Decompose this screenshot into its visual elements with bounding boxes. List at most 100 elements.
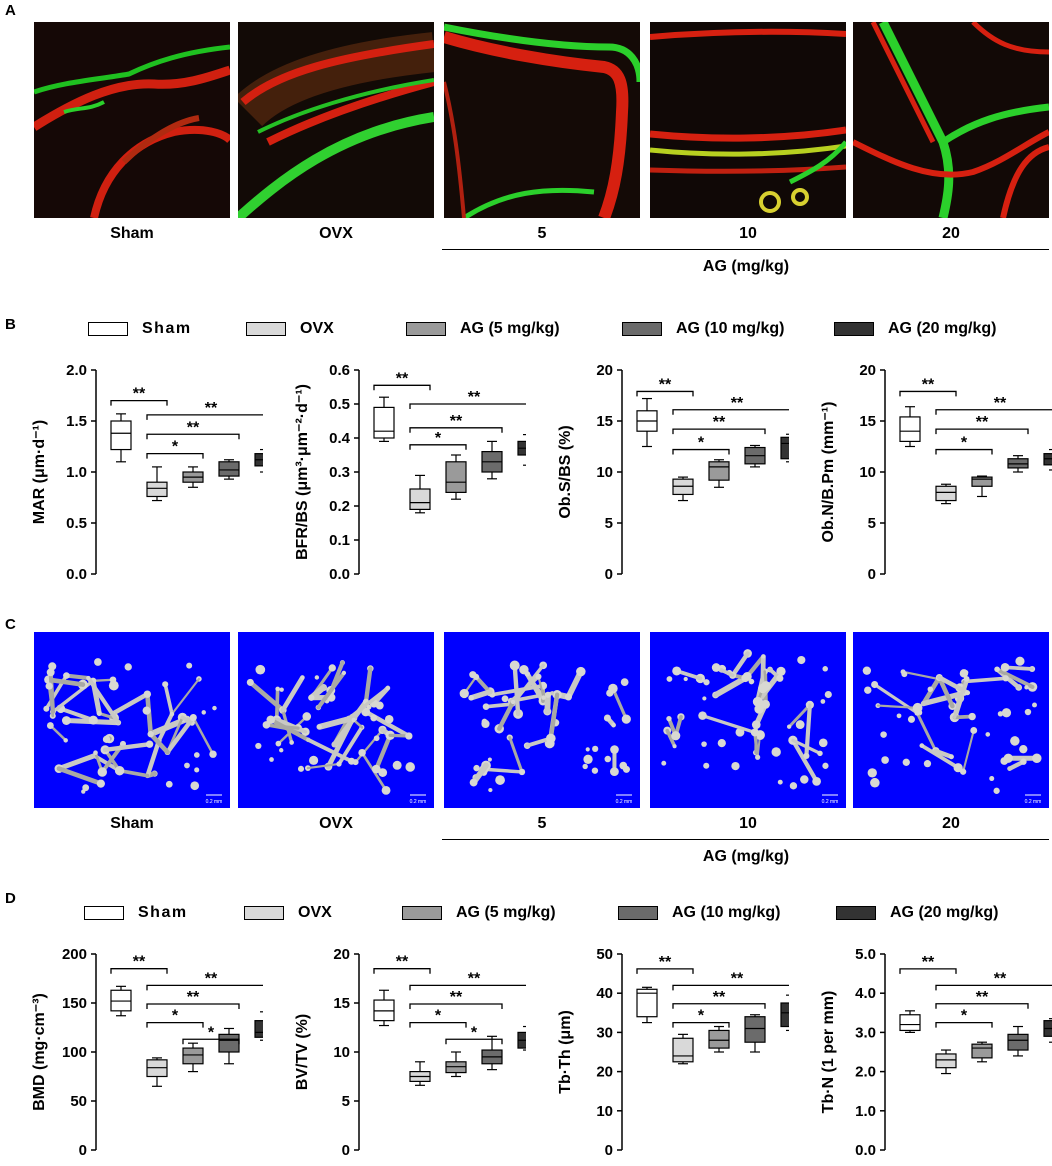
scale-bar-label: 0.2 mm — [1025, 799, 1042, 805]
y-tick-label: 0.0 — [855, 1142, 876, 1159]
trabecular-node — [381, 785, 391, 795]
legend-swatch — [246, 322, 286, 336]
trabecular-node — [366, 704, 372, 710]
box-3 — [481, 440, 503, 480]
significance-label: ** — [450, 413, 463, 430]
trabecular-node — [94, 658, 102, 666]
trabecula — [86, 676, 121, 725]
trabecular-node — [351, 717, 356, 723]
trabecular-node — [797, 655, 806, 665]
box-body — [899, 416, 921, 442]
trabecular-node — [82, 784, 90, 792]
y-tick-label: 0.5 — [329, 396, 350, 413]
legend-label: AG (10 mg/kg) — [672, 904, 781, 921]
trabecular-node — [147, 730, 154, 738]
trabecular-node — [702, 696, 707, 701]
y-tick-label: 15 — [333, 995, 350, 1012]
significance-bracket: * — [935, 435, 993, 455]
trabecular-node — [142, 706, 151, 715]
trabecular-node — [870, 777, 880, 788]
y-tick-label: 10 — [333, 1044, 350, 1061]
trabecular-node — [1032, 702, 1037, 708]
trabecula — [753, 730, 760, 759]
trabecula — [995, 667, 1035, 689]
significance-bracket: ** — [110, 954, 168, 974]
box-body — [254, 1020, 263, 1038]
box-1 — [146, 466, 168, 502]
trabecular-node — [86, 675, 91, 681]
trabecular-node — [963, 676, 970, 682]
trabecular-node — [289, 740, 294, 745]
trabecular-node — [348, 757, 356, 765]
trabecular-node — [800, 775, 809, 784]
significance-bracket: * — [182, 1024, 240, 1045]
significance-label: * — [208, 1024, 215, 1041]
box-3 — [1007, 1025, 1029, 1057]
trabecular-node — [761, 699, 770, 709]
trabecular-node — [1032, 753, 1042, 764]
trabecular-node — [985, 732, 991, 737]
trabecular-node — [919, 743, 925, 749]
trabecula — [937, 675, 955, 709]
trabecula — [482, 767, 524, 774]
significance-label: ** — [468, 389, 481, 406]
y-tick-label: 40 — [596, 985, 613, 1002]
significance-label: ** — [133, 386, 146, 403]
trabecular-node — [820, 699, 826, 704]
bracket-line — [672, 1003, 766, 1009]
trabecula — [56, 753, 97, 772]
trabecular-node — [771, 747, 781, 757]
trabecular-node — [907, 715, 916, 723]
bracket-line — [636, 968, 694, 974]
trabecular-node — [189, 714, 197, 722]
scale-bar-label: 0.2 mm — [616, 799, 633, 805]
trabecular-node — [948, 754, 954, 760]
y-tick-label: 2.0 — [66, 362, 87, 379]
legend-label: OVX — [300, 320, 334, 337]
trabecular-node — [459, 688, 469, 699]
significance-label: ** — [922, 376, 935, 393]
bracket-line — [110, 968, 168, 974]
trabecula — [157, 712, 174, 743]
trabecular-node — [546, 733, 556, 744]
box-body — [110, 420, 132, 451]
significance-bracket: ** — [146, 400, 263, 420]
trabecular-node — [610, 745, 619, 754]
trabecular-node — [145, 740, 154, 748]
micrograph-ag-5 — [444, 22, 640, 218]
trabecular-node — [114, 765, 125, 776]
trabecular-node — [1002, 675, 1009, 682]
significance-bracket: ** — [373, 370, 431, 391]
legend-label: AG (10 mg/kg) — [676, 320, 785, 337]
trabecular-node — [184, 762, 190, 769]
micrograph-ag-20 — [853, 22, 1049, 218]
legend-swatch — [402, 906, 442, 920]
legend-item-sham: Sham — [84, 900, 188, 926]
caption-ag-5: 5 — [537, 225, 547, 242]
trabecular-node — [316, 724, 322, 730]
significance-bracket: ** — [146, 970, 263, 991]
trabecula — [49, 724, 67, 742]
trabecular-node — [384, 714, 394, 724]
caption-ag-10: 10 — [739, 225, 757, 242]
trabecula — [165, 715, 196, 755]
significance-bracket: ** — [899, 954, 957, 974]
significance-bracket: ** — [935, 395, 1052, 415]
y-tick-label: 1.0 — [66, 464, 87, 481]
box-body — [182, 1047, 204, 1065]
trabecular-node — [1015, 656, 1025, 666]
caption-c-sham: Sham — [110, 815, 154, 832]
legend-swatch — [88, 322, 128, 336]
significance-label: ** — [976, 989, 989, 1006]
trabecular-node — [468, 695, 474, 701]
trabecula — [665, 728, 677, 749]
trabecular-node — [255, 742, 262, 750]
trabecular-node — [190, 781, 200, 791]
significance-label: * — [698, 1008, 705, 1025]
significance-label: * — [172, 439, 179, 456]
legend-label: AG (5 mg/kg) — [456, 904, 556, 921]
box-body — [708, 461, 730, 481]
bracket-line — [146, 414, 263, 420]
significance-label: ** — [659, 954, 672, 971]
trabecular-node — [750, 728, 759, 737]
